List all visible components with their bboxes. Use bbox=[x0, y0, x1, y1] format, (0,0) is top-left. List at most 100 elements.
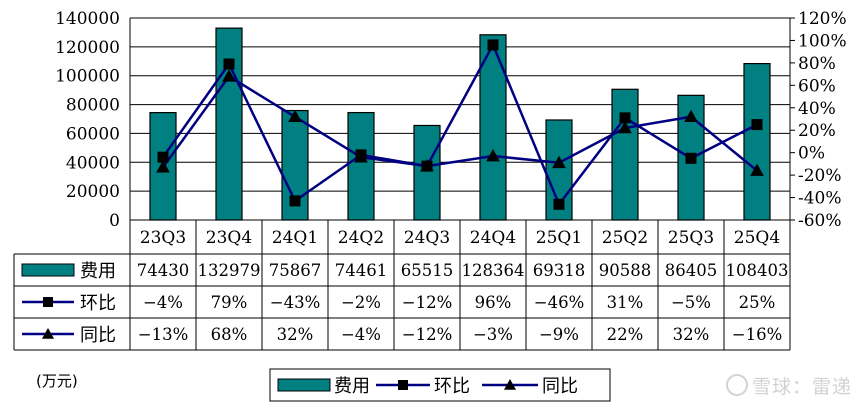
legend: 费用 环比 同比 bbox=[269, 368, 611, 402]
left-tick-label: 0 bbox=[109, 211, 120, 231]
bar-24Q4 bbox=[479, 34, 507, 221]
unit-label: (万元) bbox=[36, 372, 78, 390]
qoq-point-25Q3 bbox=[685, 152, 697, 164]
yoy-point-23Q3 bbox=[156, 160, 170, 173]
data-label: 86405 bbox=[665, 261, 718, 280]
data-label: −5% bbox=[671, 293, 711, 312]
category-label: 24Q2 bbox=[338, 228, 384, 248]
right-tick-label: 100% bbox=[798, 31, 847, 51]
legend-label: 费用 bbox=[334, 376, 370, 397]
right-tick-label: 0% bbox=[798, 144, 825, 164]
bar-25Q2 bbox=[611, 88, 639, 221]
snowball-logo-icon bbox=[725, 374, 748, 396]
data-label: 96% bbox=[475, 293, 512, 312]
line-series bbox=[156, 39, 764, 210]
data-label: −13% bbox=[138, 325, 189, 344]
qoq-point-25Q4 bbox=[751, 119, 763, 131]
qoq-point-24Q2 bbox=[355, 149, 367, 161]
data-label: 69318 bbox=[533, 261, 586, 280]
bar-24Q3 bbox=[413, 124, 441, 221]
qoq-point-23Q4 bbox=[223, 58, 235, 70]
data-table: 23Q3 23Q4 24Q1 24Q2 24Q3 24Q4 25Q1 25Q2 25Q3 25Q4… bbox=[13, 219, 791, 351]
watermark-text: 雪球：雷递 bbox=[751, 376, 852, 398]
data-label: −9% bbox=[539, 325, 579, 344]
data-label: 31% bbox=[607, 293, 644, 312]
data-label: 108403 bbox=[726, 261, 789, 280]
qoq-point-25Q2 bbox=[619, 112, 631, 124]
right-tick-label: -60% bbox=[798, 211, 842, 231]
left-tick-label: 140000 bbox=[55, 9, 120, 29]
category-label: 25Q4 bbox=[734, 228, 780, 248]
legend-label: 同比 bbox=[542, 376, 578, 397]
left-tick-label: 20000 bbox=[66, 182, 120, 202]
category-label: 24Q4 bbox=[470, 228, 516, 248]
qoq-line bbox=[161, 42, 758, 207]
data-label: 132979 bbox=[198, 261, 261, 280]
yoy-point-25Q3 bbox=[684, 109, 698, 123]
right-tick-label: -40% bbox=[798, 189, 842, 209]
bar-23Q4 bbox=[215, 27, 243, 221]
row-name: 费用 bbox=[80, 261, 116, 282]
legend-label: 环比 bbox=[434, 376, 470, 397]
right-tick-label: 20% bbox=[798, 121, 836, 141]
category-label: 25Q3 bbox=[668, 228, 714, 248]
data-label: −4% bbox=[143, 293, 183, 312]
data-label: −12% bbox=[402, 293, 453, 312]
left-tick-label: 80000 bbox=[66, 96, 120, 116]
data-label: 68% bbox=[211, 325, 248, 344]
row-name: 同比 bbox=[80, 325, 116, 346]
axes: 0 20000 40000 60000 80000 100000 120000 140000 -… bbox=[55, 9, 847, 231]
data-label: −43% bbox=[270, 293, 321, 312]
qoq-point-25Q1 bbox=[553, 198, 565, 210]
category-label: 23Q4 bbox=[206, 228, 252, 248]
data-label: 128364 bbox=[462, 261, 525, 280]
yoy-point-24Q4 bbox=[486, 149, 500, 162]
data-label: 74430 bbox=[137, 261, 190, 280]
yoy-line bbox=[161, 74, 758, 172]
category-label: 23Q3 bbox=[140, 228, 186, 248]
right-tick-label: 80% bbox=[798, 54, 836, 74]
right-tick-label: -20% bbox=[798, 166, 842, 186]
data-label: −4% bbox=[341, 325, 381, 344]
row-key-triangle bbox=[42, 328, 54, 339]
yoy-point-25Q4 bbox=[750, 163, 764, 176]
category-label: 24Q3 bbox=[404, 228, 450, 248]
data-label: −16% bbox=[732, 325, 783, 344]
category-label: 24Q1 bbox=[272, 228, 318, 248]
bar-24Q2 bbox=[347, 111, 375, 221]
data-label: 22% bbox=[607, 325, 644, 344]
yoy-point-23Q4 bbox=[222, 69, 236, 82]
data-label: −12% bbox=[402, 325, 453, 344]
data-label: 79% bbox=[211, 293, 248, 312]
right-tick-label: 40% bbox=[798, 99, 836, 119]
left-tick-label: 60000 bbox=[66, 124, 120, 144]
row-key-bar bbox=[21, 263, 75, 277]
yoy-point-24Q1 bbox=[288, 109, 302, 123]
data-label: 74461 bbox=[335, 261, 388, 280]
left-tick-label: 120000 bbox=[55, 38, 120, 58]
data-label: 32% bbox=[277, 325, 314, 344]
row-name: 环比 bbox=[80, 293, 116, 314]
legend-key-square bbox=[398, 380, 408, 390]
qoq-point-23Q3 bbox=[157, 151, 169, 163]
legend-key-triangle bbox=[504, 379, 516, 390]
qoq-point-24Q4 bbox=[487, 39, 499, 51]
yoy-point-25Q1 bbox=[552, 155, 566, 169]
data-label: −2% bbox=[341, 293, 381, 312]
right-tick-label: 120% bbox=[798, 9, 847, 29]
data-label: 90588 bbox=[599, 261, 652, 280]
category-label: 25Q2 bbox=[602, 228, 648, 248]
data-label: 65515 bbox=[401, 261, 454, 280]
data-label: 75867 bbox=[269, 261, 322, 280]
data-label: −46% bbox=[534, 293, 585, 312]
data-label: 25% bbox=[739, 293, 776, 312]
left-tick-label: 40000 bbox=[66, 153, 120, 173]
data-label: −3% bbox=[473, 325, 513, 344]
legend-key-bar bbox=[277, 378, 331, 392]
bar-25Q4 bbox=[743, 62, 771, 221]
data-label: 32% bbox=[673, 325, 710, 344]
category-label: 25Q1 bbox=[536, 228, 582, 248]
right-tick-label: 60% bbox=[798, 76, 836, 96]
row-key-square bbox=[43, 297, 53, 307]
